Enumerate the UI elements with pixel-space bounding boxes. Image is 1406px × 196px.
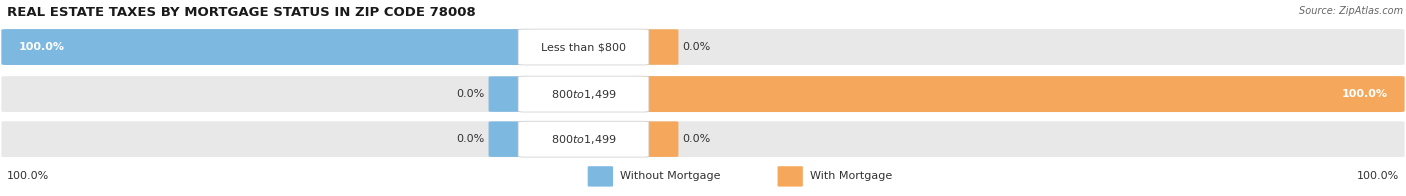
FancyBboxPatch shape bbox=[588, 166, 613, 187]
Text: 0.0%: 0.0% bbox=[456, 89, 484, 99]
FancyBboxPatch shape bbox=[1, 76, 1405, 112]
Text: With Mortgage: With Mortgage bbox=[810, 171, 891, 181]
Text: 100.0%: 100.0% bbox=[1341, 89, 1388, 99]
FancyBboxPatch shape bbox=[1, 121, 1405, 157]
FancyBboxPatch shape bbox=[638, 29, 678, 65]
Text: 0.0%: 0.0% bbox=[456, 134, 484, 144]
FancyBboxPatch shape bbox=[1, 29, 1405, 65]
Text: 0.0%: 0.0% bbox=[683, 42, 711, 52]
FancyBboxPatch shape bbox=[489, 76, 529, 112]
FancyBboxPatch shape bbox=[1, 29, 530, 65]
Text: REAL ESTATE TAXES BY MORTGAGE STATUS IN ZIP CODE 78008: REAL ESTATE TAXES BY MORTGAGE STATUS IN … bbox=[7, 6, 475, 19]
FancyBboxPatch shape bbox=[638, 122, 678, 157]
Text: Source: ZipAtlas.com: Source: ZipAtlas.com bbox=[1299, 6, 1403, 16]
Text: 100.0%: 100.0% bbox=[1357, 171, 1399, 181]
FancyBboxPatch shape bbox=[778, 166, 803, 187]
FancyBboxPatch shape bbox=[517, 76, 650, 112]
Text: Without Mortgage: Without Mortgage bbox=[620, 171, 720, 181]
Text: 100.0%: 100.0% bbox=[7, 171, 49, 181]
Text: 0.0%: 0.0% bbox=[683, 134, 711, 144]
FancyBboxPatch shape bbox=[638, 76, 1405, 112]
FancyBboxPatch shape bbox=[489, 122, 529, 157]
Text: Less than $800: Less than $800 bbox=[541, 42, 626, 52]
FancyBboxPatch shape bbox=[517, 121, 650, 157]
Text: $800 to $1,499: $800 to $1,499 bbox=[551, 88, 616, 101]
FancyBboxPatch shape bbox=[517, 29, 650, 65]
Text: $800 to $1,499: $800 to $1,499 bbox=[551, 133, 616, 146]
Text: 100.0%: 100.0% bbox=[18, 42, 65, 52]
